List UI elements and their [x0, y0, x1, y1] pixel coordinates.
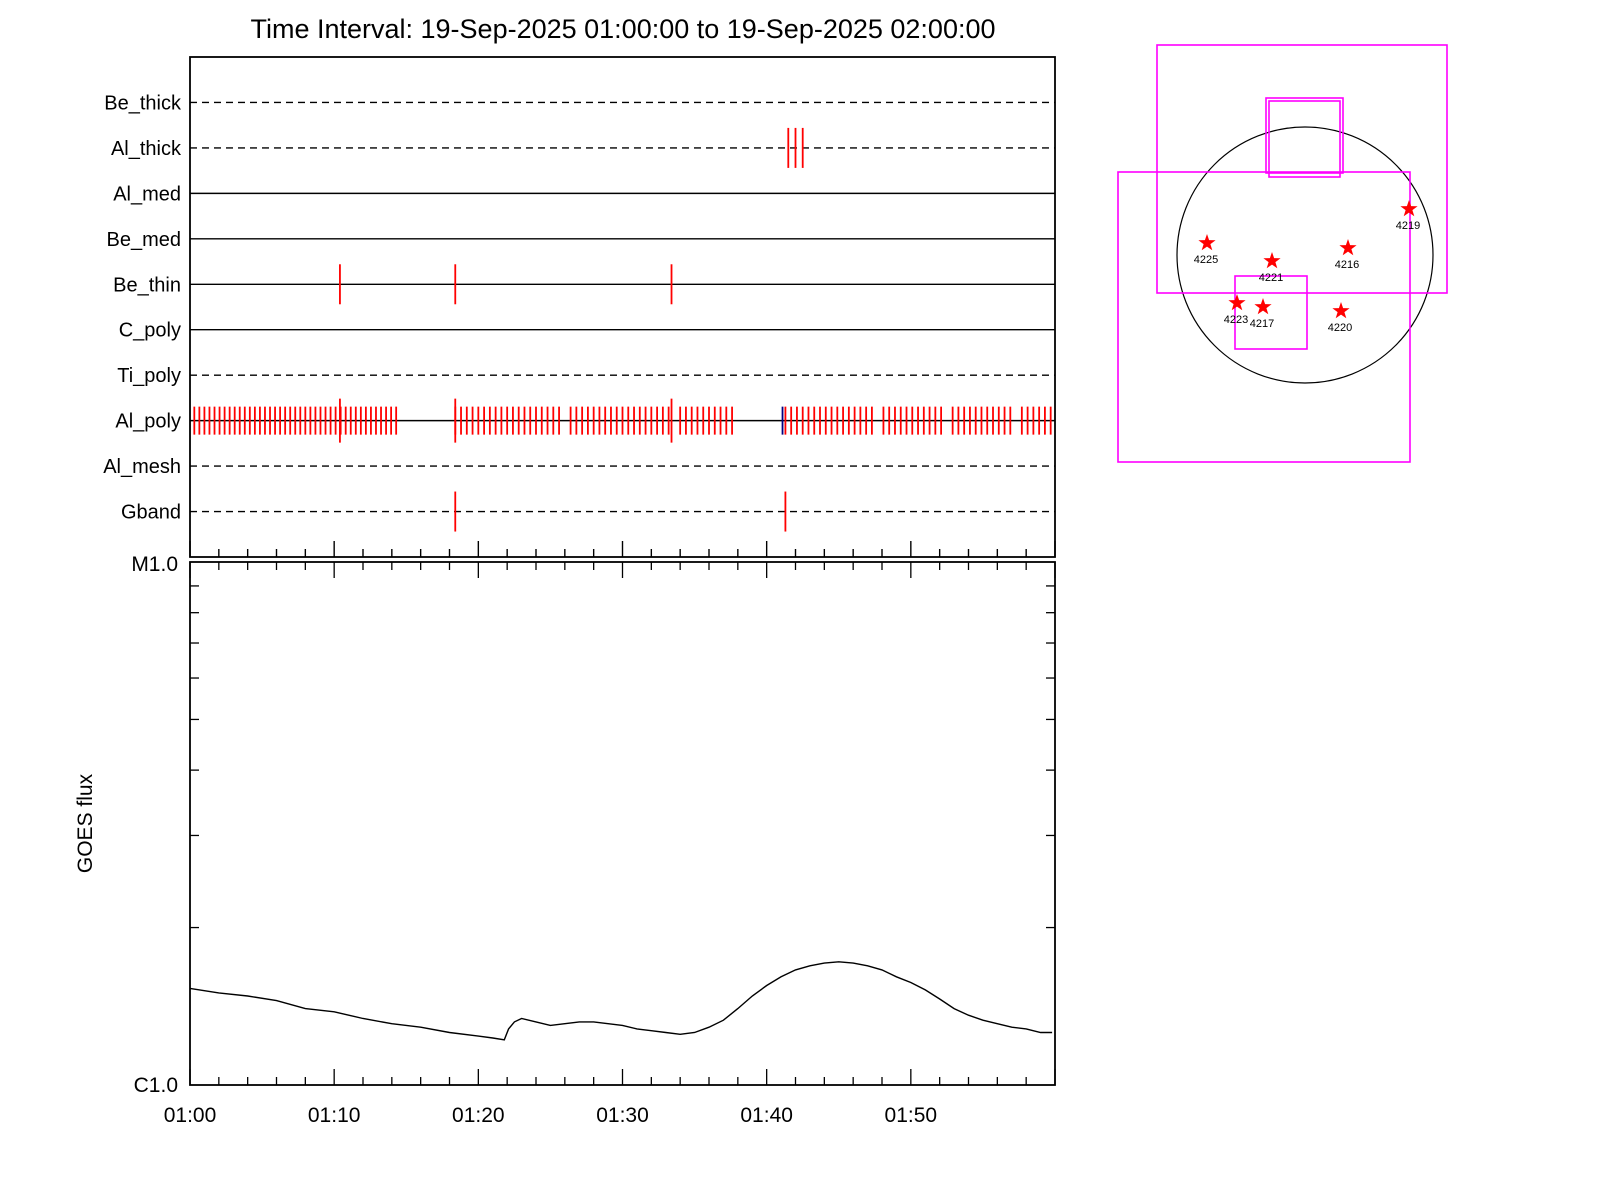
active-region-star-4217	[1254, 298, 1272, 315]
goes-x-tick-label: 01:30	[596, 1104, 649, 1127]
row-label-Al_poly: Al_poly	[115, 411, 181, 433]
goes-x-tick-label: 01:10	[308, 1104, 361, 1127]
goes-flux-curve	[189, 961, 1053, 1041]
goes-y-max-label: M1.0	[131, 553, 178, 576]
goes-x-tick-label: 01:40	[740, 1104, 793, 1127]
row-label-Be_thin: Be_thin	[113, 274, 181, 296]
row-label-Be_med: Be_med	[107, 229, 182, 251]
fov-rect-4	[1234, 275, 1308, 350]
fov-rect-3	[1268, 100, 1341, 178]
row-label-Al_med: Al_med	[113, 183, 181, 205]
active-region-label-4225: 4225	[1194, 254, 1218, 266]
goes-x-tick-label: 01:50	[885, 1104, 938, 1127]
row-label-Al_thick: Al_thick	[111, 138, 182, 160]
active-region-label-4219: 4219	[1396, 220, 1420, 232]
active-region-label-4221: 4221	[1259, 272, 1283, 284]
active-region-label-4216: 4216	[1335, 259, 1359, 271]
fov-rect-1	[1117, 171, 1411, 463]
row-label-Ti_poly: Ti_poly	[117, 365, 181, 387]
active-region-star-4225	[1198, 234, 1216, 251]
fov-rect-0	[1156, 44, 1448, 294]
active-region-label-4223: 4223	[1224, 314, 1248, 326]
active-region-star-4223	[1228, 294, 1246, 311]
page-title: Time Interval: 19-Sep-2025 01:00:00 to 1…	[250, 14, 996, 44]
goes-x-tick-label: 01:00	[164, 1104, 217, 1127]
solar-limb	[1176, 126, 1434, 384]
active-region-star-4220	[1332, 302, 1350, 319]
row-label-C_poly: C_poly	[119, 320, 181, 342]
active-region-star-4219	[1400, 200, 1418, 217]
active-region-star-4216	[1339, 239, 1357, 256]
fov-rect-2	[1265, 97, 1344, 174]
active-region-star-4221	[1263, 252, 1281, 269]
goes-y-min-label: C1.0	[134, 1074, 178, 1097]
row-label-Al_mesh: Al_mesh	[103, 456, 181, 478]
active-region-label-4220: 4220	[1328, 322, 1352, 334]
row-label-Be_thick: Be_thick	[104, 92, 182, 114]
active-region-label-4217: 4217	[1250, 318, 1274, 330]
goes-x-tick-label: 01:20	[452, 1104, 505, 1127]
row-label-Gband: Gband	[121, 502, 181, 524]
goes-y-axis-title: GOES flux	[74, 773, 97, 873]
